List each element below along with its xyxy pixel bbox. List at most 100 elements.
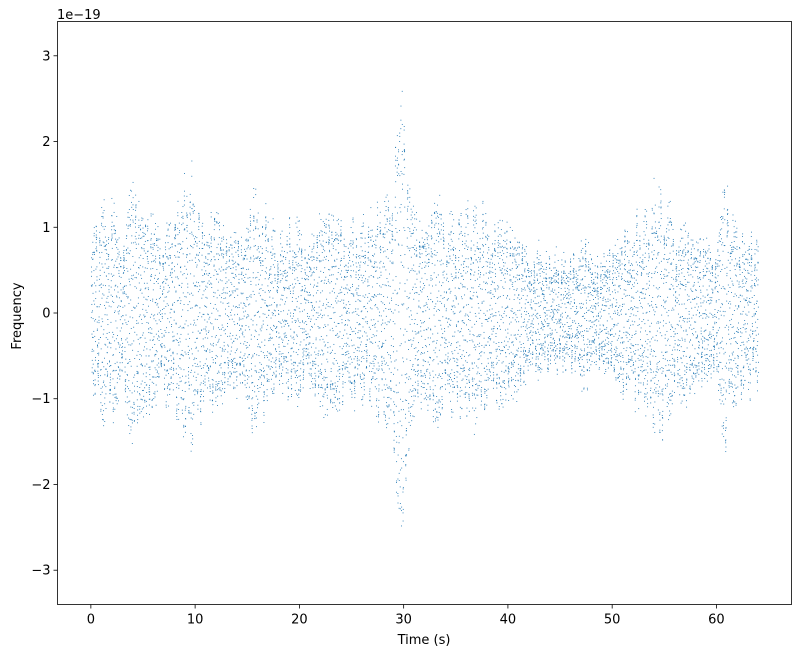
data-point (390, 398, 392, 400)
data-point (115, 320, 117, 322)
data-point (350, 276, 352, 278)
data-point (448, 251, 449, 253)
data-point (407, 210, 409, 212)
data-point (404, 150, 406, 152)
data-point (143, 314, 145, 316)
data-point (289, 246, 291, 248)
data-point (278, 360, 280, 362)
data-point (434, 325, 436, 327)
data-point (150, 215, 152, 217)
data-point (313, 243, 315, 245)
data-point (453, 358, 455, 360)
data-point (167, 229, 169, 231)
data-point (114, 285, 116, 287)
data-point (94, 359, 96, 361)
data-point (321, 372, 322, 374)
data-point (250, 220, 251, 222)
data-point (290, 388, 292, 390)
data-point (371, 371, 373, 372)
data-point (346, 354, 348, 355)
data-point (428, 235, 430, 237)
data-point (150, 247, 152, 249)
data-point (322, 305, 324, 306)
data-point (166, 222, 168, 224)
data-point (109, 382, 111, 384)
data-point (129, 400, 131, 402)
data-point (222, 289, 224, 291)
data-point (379, 267, 381, 269)
data-point (93, 251, 95, 253)
data-point (428, 225, 430, 227)
data-point (388, 404, 390, 406)
data-point (156, 304, 158, 306)
data-point (290, 355, 292, 357)
data-point (441, 386, 443, 387)
data-point (335, 300, 337, 302)
data-point (345, 265, 347, 267)
data-point (189, 193, 191, 195)
data-point (320, 219, 322, 220)
data-point (96, 246, 98, 248)
data-point (196, 266, 198, 268)
data-point (299, 375, 301, 377)
data-point (284, 320, 286, 322)
data-point (181, 216, 183, 218)
data-point (338, 366, 340, 367)
data-point (263, 384, 265, 386)
data-point (130, 277, 132, 279)
data-point (364, 263, 366, 265)
data-point (247, 228, 249, 230)
data-point (306, 299, 308, 301)
data-point (298, 296, 299, 298)
data-point (401, 151, 403, 152)
data-point (409, 188, 411, 190)
data-point (267, 305, 269, 307)
data-point (162, 256, 164, 258)
data-point (370, 319, 372, 321)
data-point (271, 312, 273, 314)
data-point (171, 244, 173, 245)
data-point (223, 341, 225, 343)
data-point (453, 250, 454, 251)
data-point (144, 387, 146, 389)
data-point (132, 204, 134, 206)
data-point (351, 393, 353, 395)
data-point (192, 443, 193, 445)
data-point (312, 343, 314, 344)
data-point (295, 320, 297, 322)
data-point (307, 279, 309, 281)
data-point (177, 212, 179, 214)
data-point (440, 214, 442, 216)
data-point (323, 396, 325, 398)
data-point (207, 242, 209, 244)
data-point (218, 372, 220, 374)
data-point (325, 370, 326, 372)
data-point (120, 300, 122, 302)
data-point (422, 347, 424, 348)
data-point (414, 374, 416, 376)
data-point (190, 218, 191, 220)
data-point (130, 299, 132, 301)
data-point (404, 399, 406, 401)
data-point (237, 243, 239, 245)
data-point (300, 265, 302, 267)
data-point (368, 338, 370, 340)
data-point (135, 209, 137, 211)
data-point (206, 306, 208, 308)
data-point (349, 380, 351, 382)
data-point (370, 261, 372, 263)
data-point (178, 387, 180, 389)
data-point (382, 319, 384, 321)
data-point (370, 299, 372, 301)
data-point (377, 320, 379, 322)
data-point (240, 274, 242, 276)
data-point (133, 420, 135, 422)
data-point (203, 235, 205, 236)
data-point (113, 266, 115, 268)
data-point (112, 331, 114, 333)
data-point (442, 333, 444, 335)
data-point (244, 341, 246, 343)
data-point (443, 238, 445, 240)
data-point (421, 352, 423, 353)
data-point (439, 213, 441, 215)
